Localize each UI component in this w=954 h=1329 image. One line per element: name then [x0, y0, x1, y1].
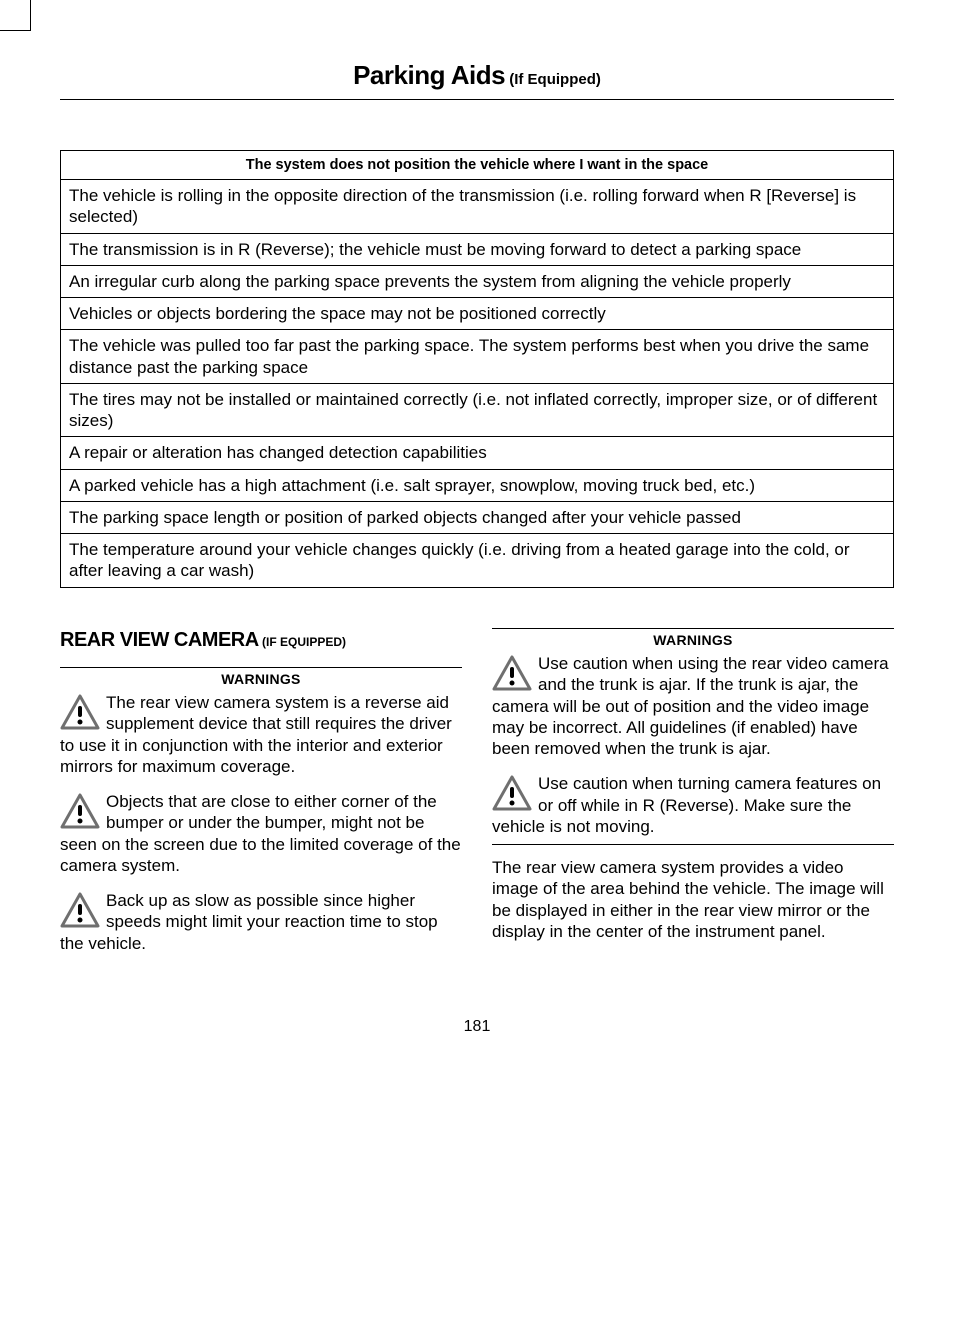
section-heading-main: REAR VIEW CAMERA [60, 629, 259, 651]
section-heading: REAR VIEW CAMERA (IF EQUIPPED) [60, 628, 462, 653]
warning-icon [60, 793, 100, 829]
table-row: The parking space length or position of … [61, 501, 894, 533]
crop-mark [0, 0, 31, 31]
body-paragraph: The rear view camera system provides a v… [492, 857, 894, 942]
table-row: The transmission is in R (Reverse); the … [61, 233, 894, 265]
warning-block: Use caution when using the rear video ca… [492, 653, 894, 763]
page-title-main: Parking Aids [353, 60, 505, 90]
warning-block: Objects that are close to either corner … [60, 791, 462, 880]
table-row: The vehicle was pulled too far past the … [61, 330, 894, 384]
section-heading-sub: (IF EQUIPPED) [259, 635, 346, 649]
table-row: A repair or alteration has changed detec… [61, 437, 894, 469]
warning-text: Back up as slow as possible since higher… [60, 891, 438, 953]
table-row: An irregular curb along the parking spac… [61, 265, 894, 297]
table-row: A parked vehicle has a high attachment (… [61, 469, 894, 501]
table-row: The tires may not be installed or mainta… [61, 383, 894, 437]
table-header: The system does not position the vehicle… [61, 151, 894, 180]
warning-icon [492, 655, 532, 691]
warning-icon [60, 892, 100, 928]
warning-icon [60, 694, 100, 730]
warning-text: Use caution when using the rear video ca… [492, 654, 889, 758]
warnings-header: WARNINGS [492, 628, 894, 650]
warning-block: Back up as slow as possible since higher… [60, 890, 462, 958]
warning-block: Use caution when turning camera features… [492, 773, 894, 845]
warning-text: Use caution when turning camera features… [492, 774, 881, 836]
table-row: Vehicles or objects bordering the space … [61, 298, 894, 330]
table-row: The vehicle is rolling in the opposite d… [61, 180, 894, 234]
warning-text: The rear view camera system is a reverse… [60, 693, 452, 776]
table-row: The temperature around your vehicle chan… [61, 534, 894, 588]
troubleshoot-table: The system does not position the vehicle… [60, 150, 894, 588]
right-column: WARNINGS Use caution when using the rear… [492, 628, 894, 968]
warnings-header: WARNINGS [60, 667, 462, 689]
page-title: Parking Aids (If Equipped) [60, 60, 894, 100]
left-column: REAR VIEW CAMERA (IF EQUIPPED) WARNINGS … [60, 628, 462, 968]
warning-icon [492, 775, 532, 811]
page-number: 181 [60, 1018, 894, 1036]
page-title-sub: (If Equipped) [505, 71, 601, 88]
warning-text: Objects that are close to either corner … [60, 792, 461, 875]
warning-block: The rear view camera system is a reverse… [60, 692, 462, 781]
